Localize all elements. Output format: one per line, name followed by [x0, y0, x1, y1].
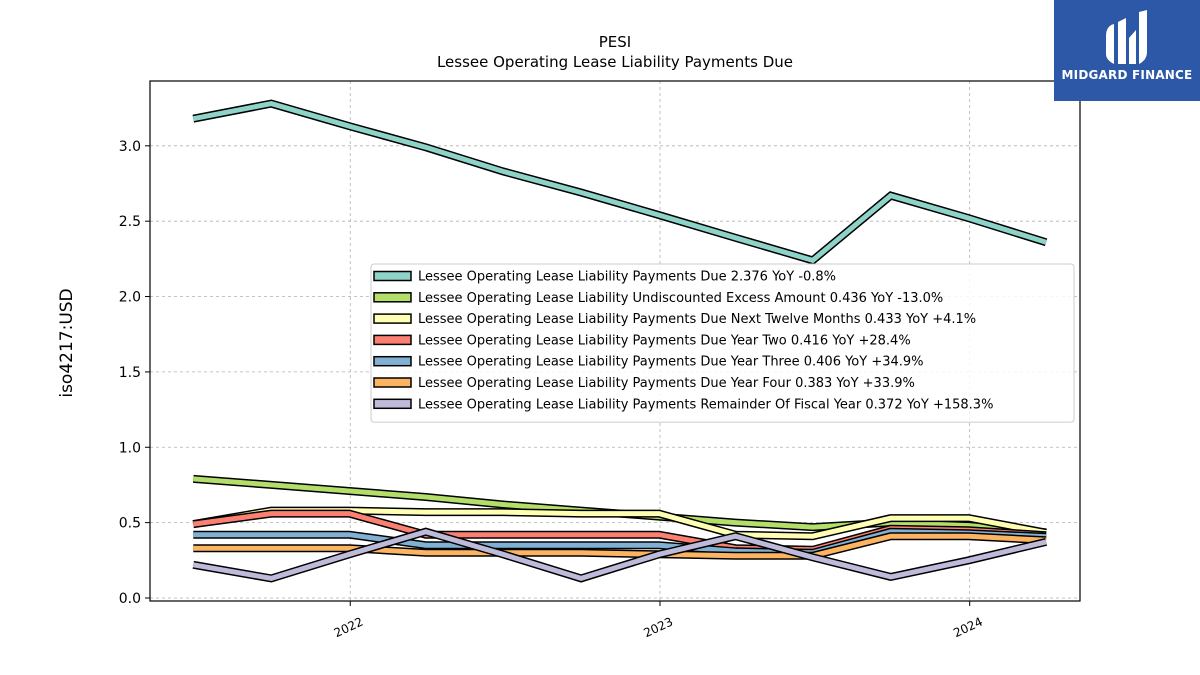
legend-entry-label: Lessee Operating Lease Liability Payment… — [418, 312, 976, 327]
series-line-outline — [192, 99, 1048, 265]
series-line — [193, 476, 1047, 535]
plot-area-frame — [149, 80, 1081, 602]
series-line — [192, 101, 1047, 264]
chart-title: PESI — [599, 33, 631, 51]
y-tick-label: 3.0 — [119, 139, 141, 155]
legend-entry-label: Lessee Operating Lease Liability Payment… — [418, 376, 915, 391]
x-tick-label: 2023 — [641, 615, 675, 641]
y-tick-label: 2.0 — [119, 290, 141, 306]
chart-subtitle: Lessee Operating Lease Liability Payment… — [437, 53, 793, 71]
legend-swatch — [373, 270, 412, 282]
legend-entry-label: Lessee Operating Lease Liability Payment… — [418, 333, 911, 348]
legend-box — [370, 263, 1075, 423]
legend-swatch — [373, 313, 412, 324]
legend-entry-label: Lessee Operating Lease Liability Payment… — [418, 270, 836, 285]
series-line — [192, 529, 1047, 582]
series-line — [193, 533, 1047, 559]
legend-entry-label: Lessee Operating Lease Liability Undisco… — [418, 291, 943, 306]
midgard-logo-icon — [1106, 10, 1147, 64]
legend-entry-label: Lessee Operating Lease Liability Payment… — [418, 355, 924, 370]
x-tick-label: 2024 — [951, 615, 985, 641]
legend-swatch — [373, 377, 412, 388]
brand-logo: MIDGARD FINANCE — [1054, 0, 1200, 101]
y-axis-label: iso4217:USD — [57, 288, 77, 397]
y-tick-label: 0.5 — [119, 516, 141, 532]
legend-entry-label: Lessee Operating Lease Liability Payment… — [418, 397, 993, 412]
y-tick-label: 1.0 — [119, 440, 141, 456]
series-lines — [192, 99, 1048, 583]
legend: Lessee Operating Lease Liability Payment… — [370, 263, 1075, 423]
y-tick-label: 1.5 — [119, 365, 141, 381]
legend-swatch — [373, 355, 412, 367]
y-tick-label: 0.0 — [119, 591, 141, 607]
x-tick-label: 2022 — [332, 615, 366, 641]
legend-swatch — [373, 292, 412, 303]
series-line — [193, 529, 1047, 556]
legend-swatch — [373, 334, 412, 346]
y-tick-label: 2.5 — [119, 214, 141, 230]
legend-swatch — [373, 398, 412, 410]
brand-name: MIDGARD FINANCE — [1061, 68, 1193, 82]
